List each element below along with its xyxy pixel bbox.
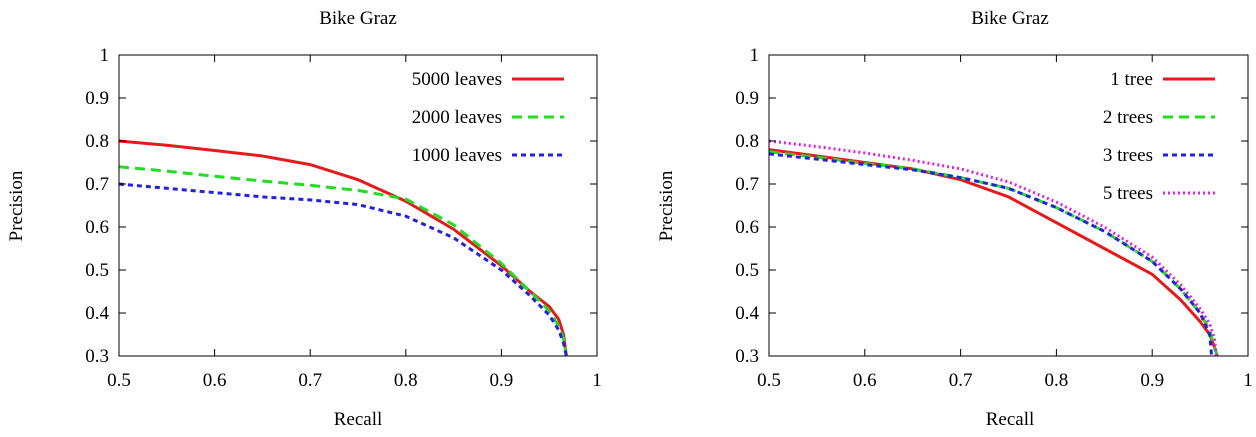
x-tick-label: 0.5: [107, 370, 131, 391]
x-tick-label: 0.9: [490, 370, 514, 391]
legend-label: 2000 leaves: [412, 107, 502, 128]
series-line-5000-leaves: [119, 139, 568, 356]
y-axis-label: Precision: [6, 170, 27, 241]
chart-left: Bike Graz Recall Precision 0.5 0.6 0.7 0.8 0…: [6, 8, 602, 430]
y-tick-label: 0.3: [85, 346, 109, 367]
y-tick-label: 0.3: [735, 346, 759, 367]
legend-label: 1 tree: [1110, 69, 1153, 90]
y-tick-label: 0.4: [735, 303, 759, 324]
legend-label: 5 trees: [1103, 183, 1153, 204]
series-line-5-trees: [769, 139, 1218, 356]
y-tick-label: 0.7: [85, 174, 109, 195]
y-tick-label: 0.9: [85, 88, 109, 109]
y-tick-label: 0.6: [85, 217, 109, 238]
x-tick-label: 0.8: [394, 370, 418, 391]
series-line-1-tree: [769, 148, 1219, 356]
y-tick-label: 0.5: [735, 260, 759, 281]
x-axis-label: Recall: [986, 409, 1035, 430]
legend-label: 3 trees: [1103, 145, 1153, 166]
legend-label: 2 trees: [1103, 107, 1153, 128]
x-tick-label: 0.6: [853, 370, 877, 391]
legend-label: 5000 leaves: [412, 69, 502, 90]
x-tick-label: 1: [592, 370, 602, 391]
y-tick-label: 0.7: [735, 174, 759, 195]
x-tick-label: 0.7: [298, 370, 322, 391]
x-tick-label: 1: [1243, 370, 1253, 391]
plot-frame: [118, 54, 598, 357]
y-tick-label: 1: [100, 45, 110, 66]
x-tick-label: 0.7: [949, 370, 973, 391]
y-tick-label: 0.8: [735, 131, 759, 152]
y-tick-label: 0.6: [735, 217, 759, 238]
plot-frame: [768, 54, 1249, 357]
x-tick-label: 0.9: [1140, 370, 1164, 391]
y-tick-label: 0.8: [85, 131, 109, 152]
y-tick-label: 0.9: [735, 88, 759, 109]
x-tick-label: 0.8: [1045, 370, 1069, 391]
x-axis-label: Recall: [334, 409, 383, 430]
y-axis-label: Precision: [656, 170, 677, 241]
y-tick-label: 1: [750, 45, 760, 66]
series-line-2-trees: [769, 150, 1219, 356]
chart-title: Bike Graz: [319, 8, 397, 29]
series-line-1000-leaves: [119, 182, 568, 356]
chart-title: Bike Graz: [971, 8, 1049, 29]
legend-label: 1000 leaves: [412, 145, 502, 166]
y-tick-label: 0.5: [85, 260, 109, 281]
series-line-2000-leaves: [119, 165, 568, 356]
x-tick-label: 0.5: [757, 370, 781, 391]
chart-right: Bike Graz Recall Precision 0.5 0.6 0.7 0.8 0…: [656, 8, 1253, 430]
y-tick-label: 0.4: [85, 303, 109, 324]
x-tick-label: 0.6: [203, 370, 227, 391]
